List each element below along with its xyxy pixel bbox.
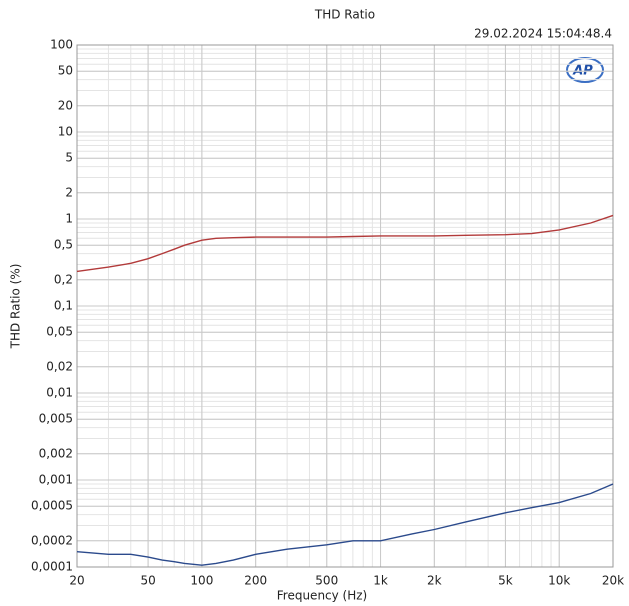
y-tick-label: 0,02: [46, 359, 73, 373]
x-tick-label: 20k: [602, 574, 624, 588]
x-tick-label: 20: [69, 574, 84, 588]
y-tick-label: 0,0002: [31, 533, 73, 547]
y-tick-label: 0,002: [39, 446, 73, 460]
series-line: [76, 483, 614, 566]
y-tick-label: 0,005: [39, 412, 73, 426]
x-tick-label: 10k: [548, 574, 570, 588]
plot-frame: [76, 44, 614, 568]
y-tick-label: 0,0005: [31, 499, 73, 513]
y-tick-label: 50: [58, 64, 73, 78]
y-tick-label: 0,0001: [31, 560, 73, 574]
x-tick-label: 5k: [498, 574, 513, 588]
y-tick-label: 0,5: [54, 238, 73, 252]
series-line: [76, 214, 614, 273]
y-tick-label: 1: [65, 212, 73, 226]
y-tick-label: 10: [58, 125, 73, 139]
x-tick-label: 50: [140, 574, 155, 588]
y-tick-label: 2: [65, 185, 73, 199]
y-axis-label: THD Ratio (%): [9, 264, 23, 350]
x-tick-label: 500: [315, 574, 338, 588]
y-tick-label: 5: [65, 151, 73, 165]
chart-title: THD Ratio: [314, 8, 375, 22]
y-tick-label: 0,1: [54, 299, 73, 313]
x-tick-label: 200: [244, 574, 267, 588]
y-tick-label: 0,01: [46, 386, 73, 400]
x-tick-label: 100: [190, 574, 213, 588]
y-tick-label: 0,05: [46, 325, 73, 339]
x-tick-label: 2k: [427, 574, 442, 588]
timestamp: 29.02.2024 15:04:48.4: [474, 27, 612, 41]
y-tick-label: 100: [50, 38, 73, 52]
x-axis-label: Frequency (Hz): [277, 589, 368, 603]
y-tick-label: 20: [58, 98, 73, 112]
y-tick-label: 0,2: [54, 272, 73, 286]
y-tick-label: 0,001: [39, 473, 73, 487]
x-tick-label: 1k: [373, 574, 388, 588]
